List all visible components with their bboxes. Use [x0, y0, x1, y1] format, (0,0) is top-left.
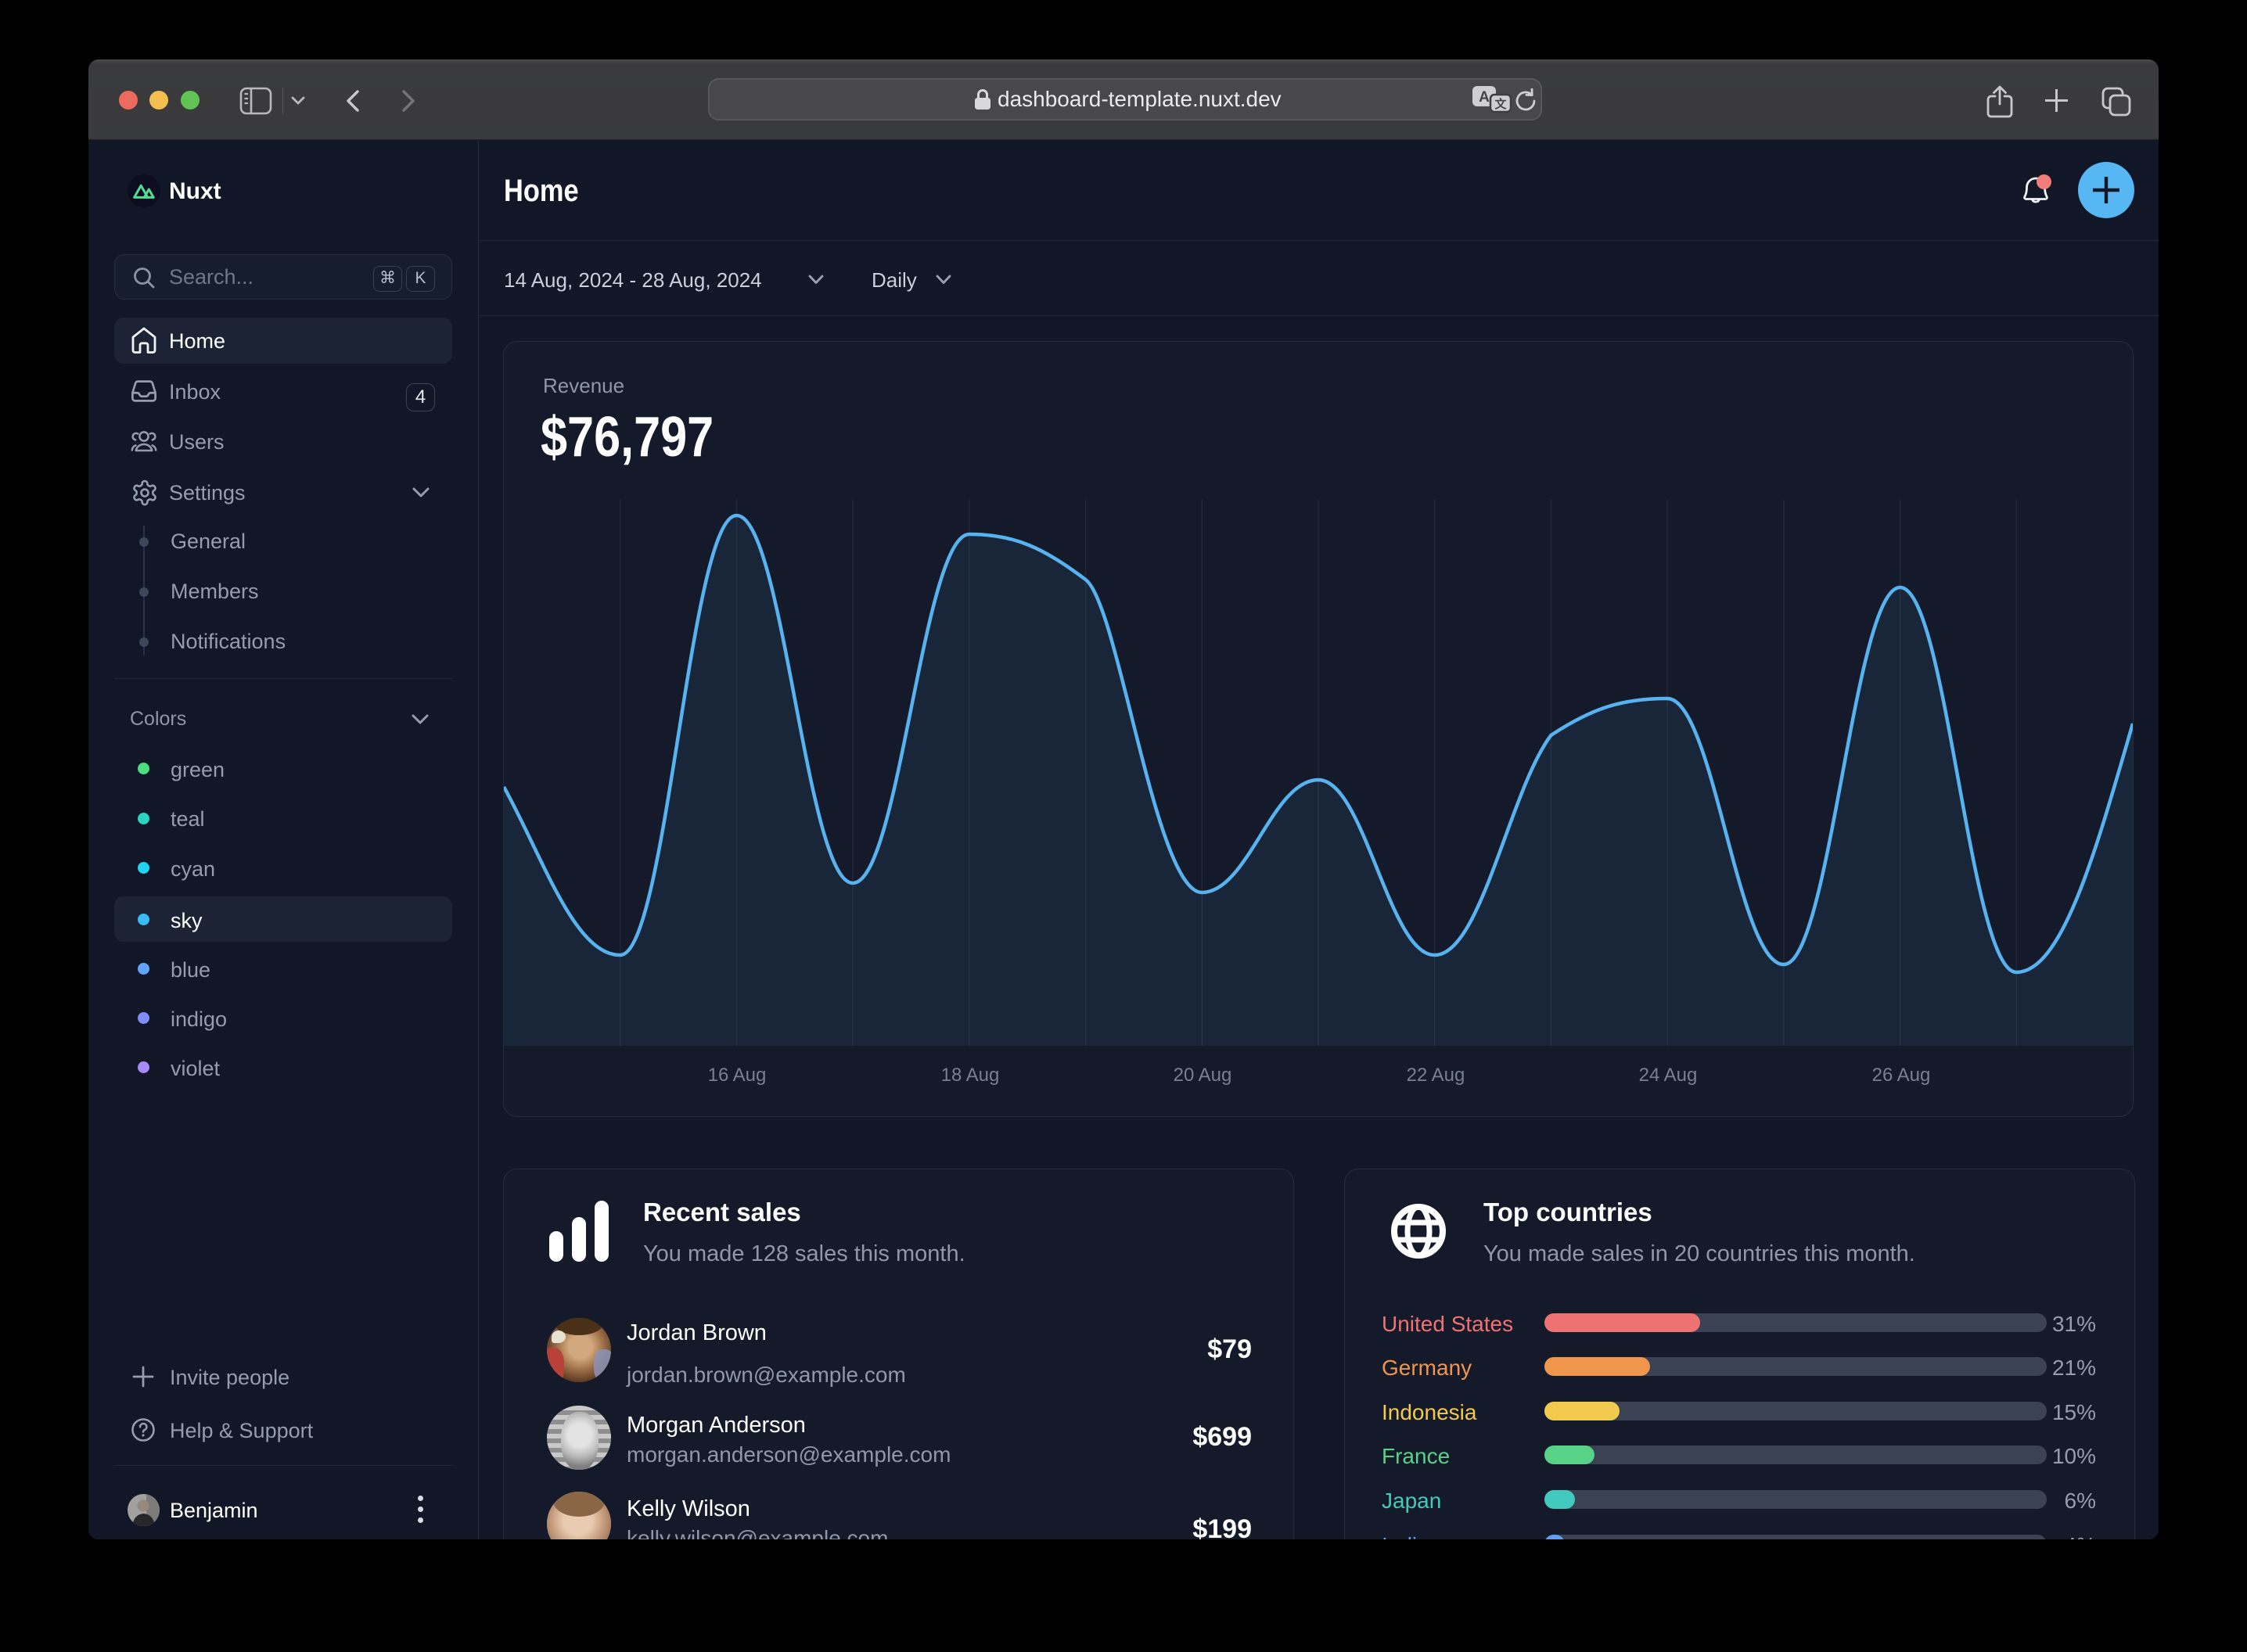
svg-text:A: A [1479, 89, 1490, 106]
svg-text:文: 文 [1494, 97, 1507, 111]
